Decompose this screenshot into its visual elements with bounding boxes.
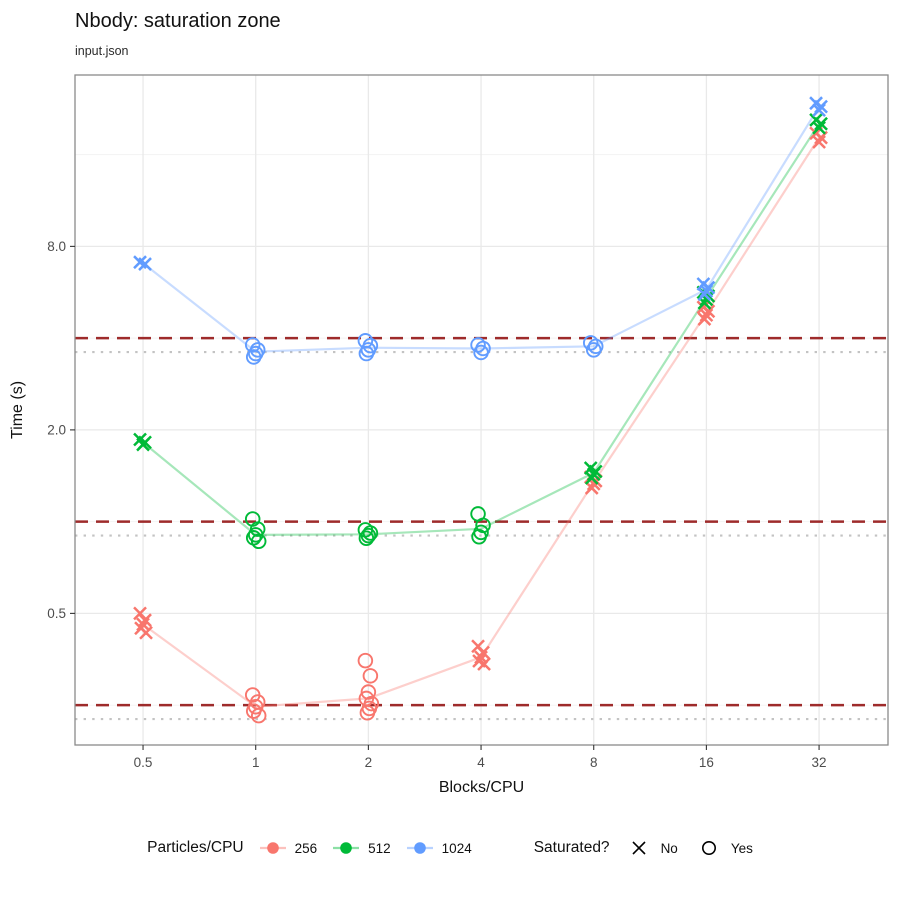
point-circle-256 — [360, 684, 377, 700]
point-x-512 — [814, 116, 828, 131]
point-circle-256 — [359, 705, 376, 721]
point-circle-256 — [250, 707, 267, 724]
point-x-256 — [139, 625, 153, 640]
plot-area: 0.5 1 2 4 8 16 32 0.5 2.0 8.0 Blocks/CPU Time (s) — [9, 74, 889, 796]
point-x-256 — [812, 135, 826, 149]
chart-title: Nbody: saturation zone — [75, 10, 281, 32]
point-x-256 — [699, 308, 714, 322]
point-circle-1024 — [245, 349, 262, 365]
y-tick-label: 8.0 — [47, 239, 66, 254]
legend-key-dot-icon — [259, 842, 286, 854]
point-circle-1024 — [358, 345, 375, 362]
legend-key-dot-icon — [406, 842, 433, 854]
legend-entry-label: Yes — [730, 840, 753, 856]
point-circle-256 — [245, 703, 262, 719]
legend-key-dot-icon — [333, 842, 360, 854]
legend-entry-1024: 1024 — [405, 838, 472, 858]
y-axis-title: Time (s) — [9, 381, 26, 439]
point-circle-512 — [360, 527, 377, 544]
point-circle-1024 — [244, 337, 261, 353]
point-x-512 — [136, 437, 150, 452]
point-x-256 — [133, 606, 147, 621]
legend-entry-label: 512 — [368, 840, 391, 856]
point-x-256 — [701, 304, 716, 319]
point-circle-1024 — [473, 344, 489, 361]
legend-entry-no: No — [624, 838, 678, 858]
point-x-512 — [812, 120, 826, 135]
y-tick-label: 0.5 — [47, 606, 66, 621]
point-x-1024 — [812, 103, 826, 117]
legend-key-x-icon — [631, 841, 646, 855]
point-circle-1024 — [585, 342, 602, 358]
legend-entry-label: 256 — [294, 840, 318, 856]
point-circle-512 — [471, 529, 487, 545]
x-tick-label: 16 — [699, 755, 714, 770]
point-x-256 — [697, 312, 712, 326]
point-circle-512 — [358, 530, 375, 547]
x-tick-label: 0.5 — [134, 755, 153, 770]
color-legend-title: Particles/CPU — [147, 839, 244, 856]
legend-entry-256: 256 — [258, 838, 318, 858]
x-tick-label: 1 — [252, 755, 260, 770]
legend-entry-label: 1024 — [441, 840, 472, 856]
legend-key-circle-icon — [701, 841, 716, 855]
point-x-256 — [584, 481, 599, 495]
legend: Particles/CPU 256 512 1024 Saturated? No… — [0, 838, 900, 858]
x-tick-label: 8 — [590, 755, 598, 770]
legend-entry-label: No — [660, 840, 678, 856]
point-circle-512 — [250, 533, 267, 550]
x-tick-label: 4 — [477, 755, 485, 770]
point-x-512 — [584, 471, 599, 485]
point-circle-256 — [362, 668, 379, 684]
point-x-1024 — [138, 257, 152, 271]
point-x-256 — [136, 617, 150, 632]
legend-entry-yes: Yes — [694, 838, 753, 858]
shape-legend-title: Saturated? — [533, 839, 610, 856]
x-tick-label: 2 — [365, 755, 373, 770]
point-circle-256 — [357, 652, 374, 669]
point-x-1024 — [697, 287, 712, 302]
chart-subtitle: input.json — [75, 44, 129, 58]
color-legend-entries: 256 512 1024 — [258, 838, 472, 858]
x-tick-label: 32 — [812, 755, 827, 770]
shape-legend-entries: No Yes — [624, 838, 753, 858]
legend-entry-512: 512 — [331, 838, 391, 858]
point-x-256 — [477, 657, 491, 671]
x-axis-title: Blocks/CPU — [439, 779, 524, 796]
y-tick-label: 2.0 — [47, 422, 66, 437]
